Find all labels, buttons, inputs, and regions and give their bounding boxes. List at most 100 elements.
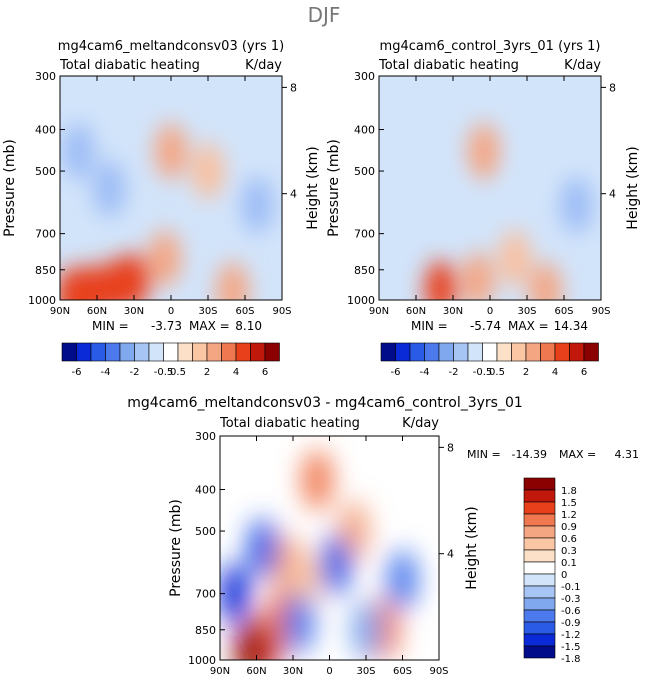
x-tick-label: 60N — [246, 666, 266, 677]
height-tick-label: 4 — [290, 188, 297, 201]
x-tick-label: 60N — [87, 306, 107, 317]
colorbar-label: -6 — [391, 367, 401, 378]
y-tick-label: 850 — [354, 264, 375, 277]
y-tick-label: 500 — [195, 525, 216, 538]
x-tick-label: 60S — [393, 666, 412, 677]
heating-feature — [118, 252, 150, 300]
colorbar-swatch — [467, 342, 483, 362]
panel-a-units-label: K/day — [245, 58, 282, 73]
y-tick-label: 400 — [195, 484, 216, 497]
panel-a: mg4cam6_meltandconsv03 (yrs 1) Total dia… — [2, 39, 321, 378]
colorbar-swatch — [523, 525, 556, 539]
panel-a-y-axis-label: Pressure (mb) — [2, 139, 18, 237]
x-tick-label: 90N — [50, 306, 70, 317]
colorbar-swatch — [380, 342, 396, 362]
colorbar-label: 2 — [523, 367, 529, 378]
colorbar-label: -1.8 — [561, 654, 581, 665]
colorbar-swatch — [163, 342, 179, 362]
panel-diff-axes: 90N 60N 30N 0 30S 60S 90S 300 400 500 700 850 1000 8 4 — [188, 430, 454, 677]
panel-b-axes: 90N 60N 30N 0 30S 60S 90S 300 400 500 700 850 1000 8 4 — [347, 70, 616, 317]
colorbar-label: -2 — [130, 367, 140, 378]
colorbar-label: -0.1 — [561, 582, 581, 593]
y-tick-label: 1000 — [28, 294, 56, 307]
y-tick-label: 850 — [35, 264, 56, 277]
colorbar-swatch — [235, 342, 251, 362]
colorbar-swatch — [523, 513, 556, 527]
panel-b-units-label: K/day — [564, 58, 601, 73]
colorbar-label: 1.2 — [561, 510, 577, 521]
heating-feature — [498, 230, 531, 287]
x-tick-label: 0 — [326, 666, 332, 677]
x-tick-label: 30S — [517, 306, 536, 317]
colorbar-label: -1.5 — [561, 642, 581, 653]
colorbar-label: 4 — [552, 367, 558, 378]
colorbar-label: -4 — [101, 367, 111, 378]
panel-diff-max-label: MAX = — [559, 448, 596, 461]
colorbar-swatch — [525, 342, 541, 362]
heating-feature — [381, 143, 414, 199]
colorbar-swatch — [453, 342, 469, 362]
colorbar-label: 6 — [581, 367, 587, 378]
x-tick-label: 30N — [443, 306, 463, 317]
x-tick-label: 0 — [487, 306, 493, 317]
panel-a-axes: 90N 60N 30N 0 30S 60S 90S 300 400 500 700 850 1000 8 4 — [28, 70, 297, 317]
colorbar-swatch — [61, 342, 77, 362]
y-tick-label: 1000 — [188, 654, 216, 667]
x-tick-label: 60S — [554, 306, 573, 317]
panel-b-min-value: -5.74 — [470, 319, 501, 333]
colorbar-swatch — [583, 342, 599, 362]
heating-feature — [93, 160, 126, 217]
colorbar-label: -0.5 — [473, 367, 493, 378]
x-tick-label: 30S — [356, 666, 375, 677]
colorbar-swatch — [554, 342, 570, 362]
panel-b-max-value: 14.34 — [554, 319, 588, 333]
colorbar-swatch — [523, 609, 556, 623]
heating-feature — [418, 160, 451, 217]
colorbar-label: 4 — [233, 367, 239, 378]
colorbar-label: -0.9 — [561, 618, 581, 629]
heating-feature — [560, 177, 593, 233]
colorbar-label: -2 — [449, 367, 459, 378]
y-tick-label: 400 — [35, 124, 56, 137]
panel-b: mg4cam6_control_3yrs_01 (yrs 1) Total di… — [326, 39, 641, 378]
panel-b-height-axis-label: Height (km) — [625, 146, 641, 229]
heating-feature — [284, 593, 315, 654]
height-tick-label: 8 — [447, 441, 454, 454]
height-tick-label: 8 — [290, 81, 297, 94]
panel-b-colorbar: -6 -4 -2 -0.50.5 2 4 6 — [380, 342, 599, 378]
colorbar-label: 0.6 — [561, 534, 577, 545]
panel-a-heating-field — [60, 123, 274, 300]
panel-b-min-label: MIN = — [411, 319, 448, 333]
x-tick-label: 90S — [591, 306, 610, 317]
colorbar-label: -0.6 — [561, 606, 581, 617]
panel-diff-title: mg4cam6_meltandconsv03 - mg4cam6_control… — [127, 395, 523, 411]
heating-feature — [62, 123, 95, 180]
colorbar-swatch — [90, 342, 106, 362]
heating-feature — [320, 535, 351, 595]
colorbar-swatch — [177, 342, 193, 362]
colorbar-swatch — [438, 342, 454, 362]
colorbar-swatch — [523, 501, 556, 515]
panel-a-min-label: MIN = — [92, 319, 129, 333]
colorbar-swatch — [511, 342, 527, 362]
x-tick-label: 60N — [406, 306, 426, 317]
heating-feature — [517, 143, 550, 199]
heating-feature — [351, 599, 381, 660]
heating-feature — [424, 260, 457, 300]
colorbar-swatch — [424, 342, 440, 362]
colorbar-label: 0.5 — [489, 367, 505, 378]
colorbar-swatch — [264, 342, 280, 362]
y-tick-label: 500 — [354, 165, 375, 178]
x-tick-label: 90S — [429, 666, 448, 677]
colorbar-swatch — [409, 342, 425, 362]
colorbar-swatch — [523, 489, 556, 503]
heating-feature — [387, 549, 418, 610]
heating-feature — [192, 143, 224, 199]
colorbar-label: 0.3 — [561, 546, 577, 557]
panel-b-y-axis-label: Pressure (mb) — [326, 139, 342, 237]
heating-feature — [74, 264, 107, 300]
colorbar-label: 0 — [561, 570, 567, 581]
colorbar-swatch — [105, 342, 121, 362]
colorbar-swatch — [496, 342, 512, 362]
